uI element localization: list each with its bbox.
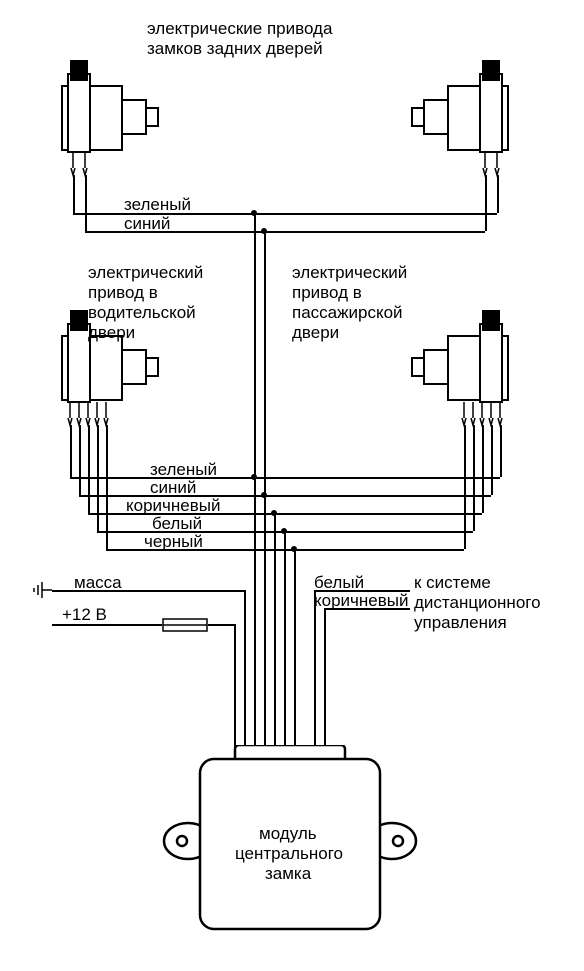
- wire-down-white: [284, 531, 286, 765]
- power-label: +12 В: [62, 604, 107, 625]
- wire-down-blue: [264, 495, 266, 765]
- ground-symbol: [28, 580, 54, 602]
- junction-dot: [261, 492, 267, 498]
- junction-dot: [261, 228, 267, 234]
- wire-rl-blue-v: [85, 175, 87, 231]
- wire-label-black-mid: черный: [144, 531, 203, 552]
- junction-dot: [281, 528, 287, 534]
- wire-remote-white-v: [314, 590, 316, 765]
- wire-mid-green-v: [254, 213, 256, 477]
- driver-label-3: водительской: [88, 302, 196, 323]
- module-label-1: модуль: [259, 823, 317, 844]
- passenger-label-3: пассажирской: [292, 302, 403, 323]
- driver-label-1: электрический: [88, 262, 203, 283]
- passenger-label-2: привод в: [292, 282, 362, 303]
- wire-rl-green-v: [73, 175, 75, 213]
- wire-remote-brown-v: [324, 608, 326, 765]
- remote-label-3: управления: [414, 612, 507, 633]
- wire-rr-green-v: [497, 175, 499, 213]
- remote-label-2: дистанционного: [414, 592, 541, 613]
- wire-fl-3: [88, 425, 90, 513]
- junction-dot: [291, 546, 297, 552]
- actuator-front-right: [408, 310, 518, 445]
- remote-brown-label: коричневый: [314, 590, 408, 611]
- junction-dot: [271, 510, 277, 516]
- wire-fr-4: [473, 425, 475, 531]
- wire-rr-blue-v: [485, 175, 487, 231]
- wire-fr-2: [491, 425, 493, 495]
- driver-label-2: привод в: [88, 282, 158, 303]
- wire-12v-right: [208, 624, 234, 626]
- wire-down-black: [294, 549, 296, 765]
- fuse-symbol: [162, 618, 208, 632]
- remote-label-1: к системе: [414, 572, 491, 593]
- junction-dot: [251, 210, 257, 216]
- wire-fl-2: [79, 425, 81, 495]
- wire-fl-5: [106, 425, 108, 549]
- wire-mid-blue-v: [264, 231, 266, 495]
- passenger-label-4: двери: [292, 322, 339, 343]
- actuator-rear-right: [408, 60, 518, 185]
- wire-fr-1: [500, 425, 502, 477]
- actuator-rear-left: [52, 60, 162, 185]
- ground-label: масса: [74, 572, 122, 593]
- wire-label-blue-top: синий: [124, 213, 170, 234]
- wiring-diagram: электрические привода замков задних двер…: [0, 0, 584, 971]
- module-label-3: замка: [265, 863, 311, 884]
- wire-fr-3: [482, 425, 484, 513]
- wire-fr-5: [464, 425, 466, 549]
- wire-mid-green: [70, 477, 500, 479]
- wire-fl-4: [97, 425, 99, 531]
- wire-down-brown: [274, 513, 276, 765]
- wire-fl-1: [70, 425, 72, 477]
- wire-ground-v: [244, 590, 246, 765]
- title-line1: электрические привода: [147, 18, 332, 39]
- passenger-label-1: электрический: [292, 262, 407, 283]
- wire-12v-v: [234, 624, 236, 765]
- junction-dot: [251, 474, 257, 480]
- title-line2: замков задних дверей: [147, 38, 323, 59]
- driver-label-4: двери: [88, 322, 135, 343]
- module-label-2: центрального: [235, 843, 343, 864]
- wire-down-green: [254, 477, 256, 765]
